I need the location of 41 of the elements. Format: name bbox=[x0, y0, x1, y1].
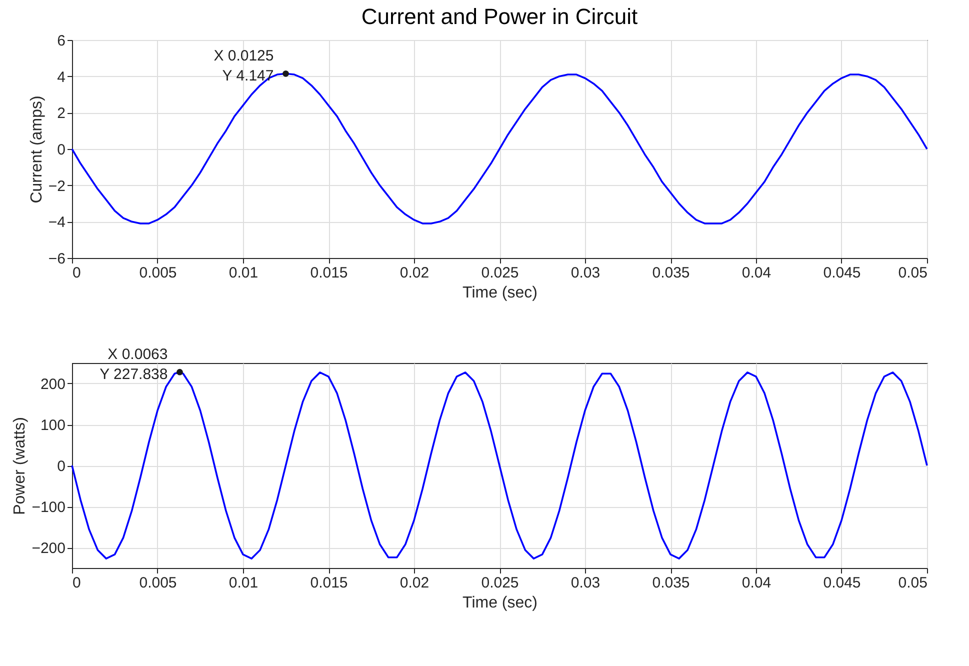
y-tick-label: 2 bbox=[57, 105, 66, 122]
y-tick-label: 4 bbox=[57, 68, 66, 86]
y-tick-label: −2 bbox=[48, 178, 66, 195]
y-tick-label: 100 bbox=[40, 417, 66, 434]
x-tick-label: 0.005 bbox=[139, 264, 177, 282]
x-tick-label: 0.02 bbox=[400, 574, 430, 592]
x-tick-label: 0 bbox=[72, 264, 81, 282]
x-tick-label: 0.04 bbox=[742, 264, 772, 282]
x-tick-label: 0.01 bbox=[228, 264, 258, 282]
x-tick-label: 0.045 bbox=[823, 574, 861, 592]
x-tick-label: 0.035 bbox=[652, 264, 690, 282]
x-tick-label: 0.015 bbox=[310, 264, 348, 282]
x-tick-label: 0.03 bbox=[570, 264, 600, 282]
y-tick-label: 0 bbox=[57, 142, 66, 158]
y-tick-label: 200 bbox=[40, 376, 66, 393]
x-axis-title: Time (sec) bbox=[462, 284, 538, 302]
y-tick-label: 0 bbox=[57, 458, 66, 475]
x-tick-label: 0.005 bbox=[139, 574, 177, 592]
x-tick-label: 0.01 bbox=[228, 574, 258, 592]
y-tick-label: −200 bbox=[32, 540, 66, 557]
x-tick-label: 0.025 bbox=[481, 264, 519, 282]
y-tick-label: −4 bbox=[48, 214, 66, 232]
x-tick-label: 0.045 bbox=[823, 264, 861, 282]
y-axis-title: Current (amps) bbox=[28, 96, 46, 204]
x-tick-label: 0 bbox=[72, 574, 81, 592]
annotation: X 0.0125 Y 4.147 bbox=[214, 48, 274, 85]
x-tick-label: 0.05 bbox=[898, 574, 928, 592]
y-tick-label: −100 bbox=[32, 499, 66, 516]
chart-title: Current and Power in Circuit bbox=[361, 4, 638, 29]
y-tick-label: −6 bbox=[48, 250, 66, 268]
y-axis-title: Power (watts) bbox=[12, 417, 29, 515]
y-tick-label: 6 bbox=[57, 32, 66, 50]
x-tick-label: 0.02 bbox=[400, 264, 430, 282]
x-tick-label: 0.05 bbox=[898, 264, 928, 282]
x-axis-title: Time (sec) bbox=[462, 594, 538, 612]
annotation: X 0.0063 Y 227.838 bbox=[100, 346, 168, 384]
x-tick-label: 0.025 bbox=[481, 574, 519, 592]
x-tick-label: 0.04 bbox=[742, 574, 772, 592]
x-tick-label: 0.015 bbox=[310, 574, 348, 592]
x-tick-label: 0.03 bbox=[570, 574, 600, 592]
x-tick-label: 0.035 bbox=[652, 574, 690, 592]
